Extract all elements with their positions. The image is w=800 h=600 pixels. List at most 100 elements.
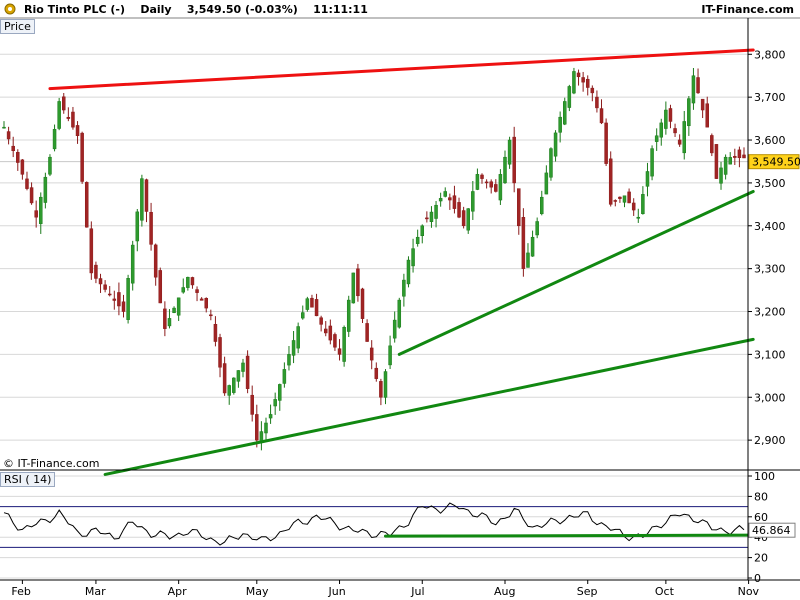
candle-body [89,228,94,274]
candle-body [567,86,572,108]
month-label: Feb [11,585,30,598]
rsi-grid [0,475,748,579]
candle-body [448,197,452,201]
price-tick-label: 3,700 [754,91,786,104]
candle-body [365,323,369,342]
month-label: Jul [410,585,424,598]
rsi-tick-label: 60 [754,511,768,524]
rsi-line [3,502,745,546]
candle-body [728,157,732,165]
candle-body [103,284,107,290]
candle-body [622,195,627,203]
candle-body [34,210,38,218]
candle-body [6,131,11,140]
candle-body [654,135,659,142]
candle-body [512,136,516,184]
settings-gear-icon[interactable] [3,2,17,16]
candle-body [700,98,705,111]
candle-body [351,272,356,304]
candle-body [530,236,535,257]
candle-body [98,278,103,285]
candle-body [719,167,723,184]
candle-body [356,268,360,297]
candle-body [572,71,576,94]
candle-body [181,287,186,293]
candle-body [218,337,222,368]
candle-body [443,191,447,197]
brand-label: IT-Finance.com [701,3,794,16]
candle-body [268,414,273,419]
candle-body [641,194,645,215]
chart-header: Rio Tinto PLC (-) Daily 3,549.50 (-0.03%… [24,3,368,16]
candle-body [503,156,507,184]
candle-body [562,101,567,125]
candle-body [452,195,457,209]
candle-body [489,181,493,188]
candle-body [360,288,365,319]
candle-body [144,179,149,212]
candle-body [457,202,461,218]
candle-body [461,210,466,227]
candle-body [135,211,140,242]
candle-body [2,126,6,129]
candle-body [383,371,388,398]
month-label: Mar [85,585,106,598]
candle-body [259,431,264,442]
candle-body [255,414,259,441]
candle-body [25,178,29,189]
candle-body [526,252,530,268]
price-candles [2,67,746,451]
candle-body [420,225,425,236]
price-tick-label: 3,100 [754,348,786,361]
price-tick-label: 3,300 [754,263,786,276]
support-trendline [397,189,755,356]
candle-body [130,244,135,284]
candle-body [227,385,231,396]
candle-body [190,277,195,286]
candle-body [140,178,144,221]
candle-body [57,101,61,129]
candle-body [494,184,498,192]
price-tick-label: 3,500 [754,177,786,190]
rsi-tick-label: 20 [754,552,768,565]
candle-body [682,121,686,154]
candle-body [342,326,346,362]
candle-body [66,116,71,119]
rsi-value-tag [748,522,796,538]
candle-body [631,202,636,211]
candle-body [71,111,75,128]
last-price-change: 3,549.50 (-0.03%) [186,3,298,16]
candle-body [94,264,98,279]
candle-body [590,87,595,94]
candle-body [411,248,415,267]
price-panel-tab[interactable]: Price [0,19,35,34]
price-tick-label: 3,600 [754,134,786,147]
period-label: Daily [140,3,172,16]
candle-body [406,259,411,285]
candle-body [167,318,172,327]
candle-body [186,276,190,288]
candle-body [278,384,282,401]
candle-body [576,72,581,78]
month-label: Aug [494,585,515,598]
candle-body [48,156,52,175]
rsi-support-trendline [383,533,755,538]
candle-body [535,221,539,236]
price-grid [0,53,748,441]
rsi-panel-tab[interactable]: RSI ( 14) [0,472,56,487]
price-tick-label: 3,200 [754,306,786,319]
month-label: Oct [655,585,675,598]
candle-body [39,196,43,224]
candle-body [374,367,379,379]
candle-body [687,98,691,127]
candle-body [121,301,126,312]
candle-body [319,317,323,325]
candle-body [305,298,310,310]
month-label: Apr [168,585,188,598]
candle-body [402,279,406,297]
candle-body [599,108,604,124]
last-price-label: 3,549.50 [752,156,800,169]
candle-body [544,172,549,195]
resistance-trendline [48,48,755,91]
candle-body [549,148,553,178]
